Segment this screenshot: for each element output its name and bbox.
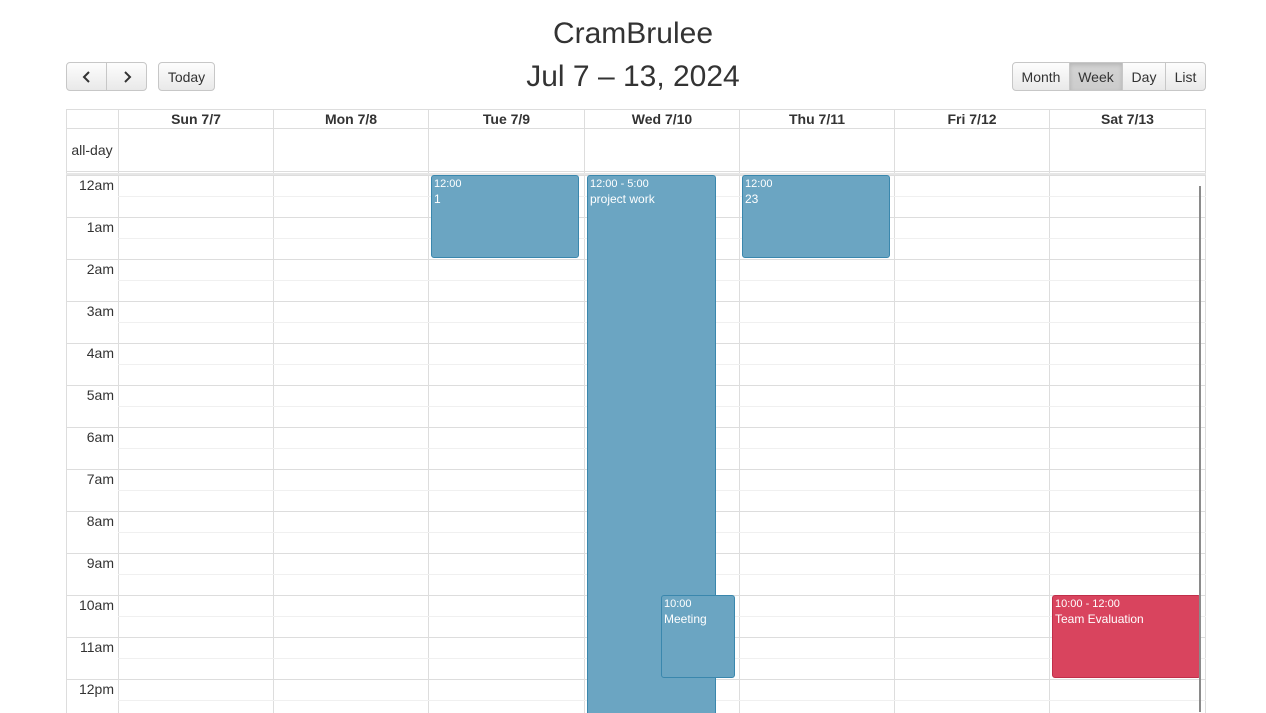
day-header-sat: Sat 7/13 — [1101, 111, 1154, 127]
day-header-mon: Mon 7/8 — [324, 111, 378, 127]
prev-button[interactable] — [66, 62, 107, 91]
time-slot-label: 1am — [86, 219, 114, 235]
week-grid: Sun 7/7 Mon 7/8 Tue 7/9 Wed 7/10 Thu 7/1… — [66, 109, 1206, 713]
time-slot-label: 2am — [86, 261, 114, 277]
calendar-event[interactable]: 10:00 Meeting — [661, 595, 735, 678]
event-time: 10:00 - 12:00 — [1055, 598, 1120, 610]
event-time: 12:00 - 5:00 — [590, 178, 649, 190]
view-month-button[interactable]: Month — [1012, 62, 1070, 91]
time-slot-label: 3am — [86, 303, 114, 319]
scrollbar[interactable] — [1199, 186, 1201, 712]
event-time: 12:00 — [745, 178, 773, 190]
calendar-event[interactable]: 12:00 23 — [742, 175, 890, 258]
time-slot-label: 11am — [80, 639, 114, 655]
event-title: Team Evaluation — [1055, 612, 1144, 626]
view-list-button[interactable]: List — [1165, 62, 1206, 91]
today-button[interactable]: Today — [158, 62, 215, 91]
allday-label: all-day — [71, 142, 113, 158]
day-header-fri: Fri 7/12 — [947, 111, 997, 127]
time-slot-label: 10am — [78, 597, 114, 613]
calendar-event[interactable]: 10:00 - 12:00 Team Evaluation — [1052, 595, 1201, 678]
time-slot-label: 6am — [86, 429, 114, 445]
event-time: 10:00 — [664, 598, 692, 610]
event-title: 23 — [745, 192, 759, 206]
time-slot-label: 12am — [78, 177, 114, 193]
event-time: 12:00 — [434, 178, 462, 190]
app-title: CramBrulee — [552, 17, 714, 50]
time-slot-label: 7am — [86, 471, 114, 487]
time-slot-label: 8am — [86, 513, 114, 529]
day-header-wed: Wed 7/10 — [631, 111, 693, 127]
event-title: 1 — [434, 192, 441, 206]
calendar-event[interactable]: 12:00 1 — [431, 175, 579, 258]
time-slot-label: 9am — [86, 555, 114, 571]
time-slot-label: 12pm — [78, 681, 114, 697]
view-day-button[interactable]: Day — [1122, 62, 1166, 91]
next-button[interactable] — [106, 62, 147, 91]
date-range-title: Jul 7 – 13, 2024 — [526, 60, 740, 93]
chevron-left-icon — [82, 70, 92, 84]
time-slot-label: 4am — [86, 345, 114, 361]
day-header-sun: Sun 7/7 — [171, 111, 221, 127]
day-header-thu: Thu 7/11 — [788, 111, 846, 127]
event-title: Meeting — [664, 612, 707, 626]
time-slot-label: 5am — [86, 387, 114, 403]
chevron-right-icon — [122, 70, 132, 84]
view-week-button[interactable]: Week — [1069, 62, 1123, 91]
day-header-tue: Tue 7/9 — [482, 111, 531, 127]
event-title: project work — [590, 192, 655, 206]
